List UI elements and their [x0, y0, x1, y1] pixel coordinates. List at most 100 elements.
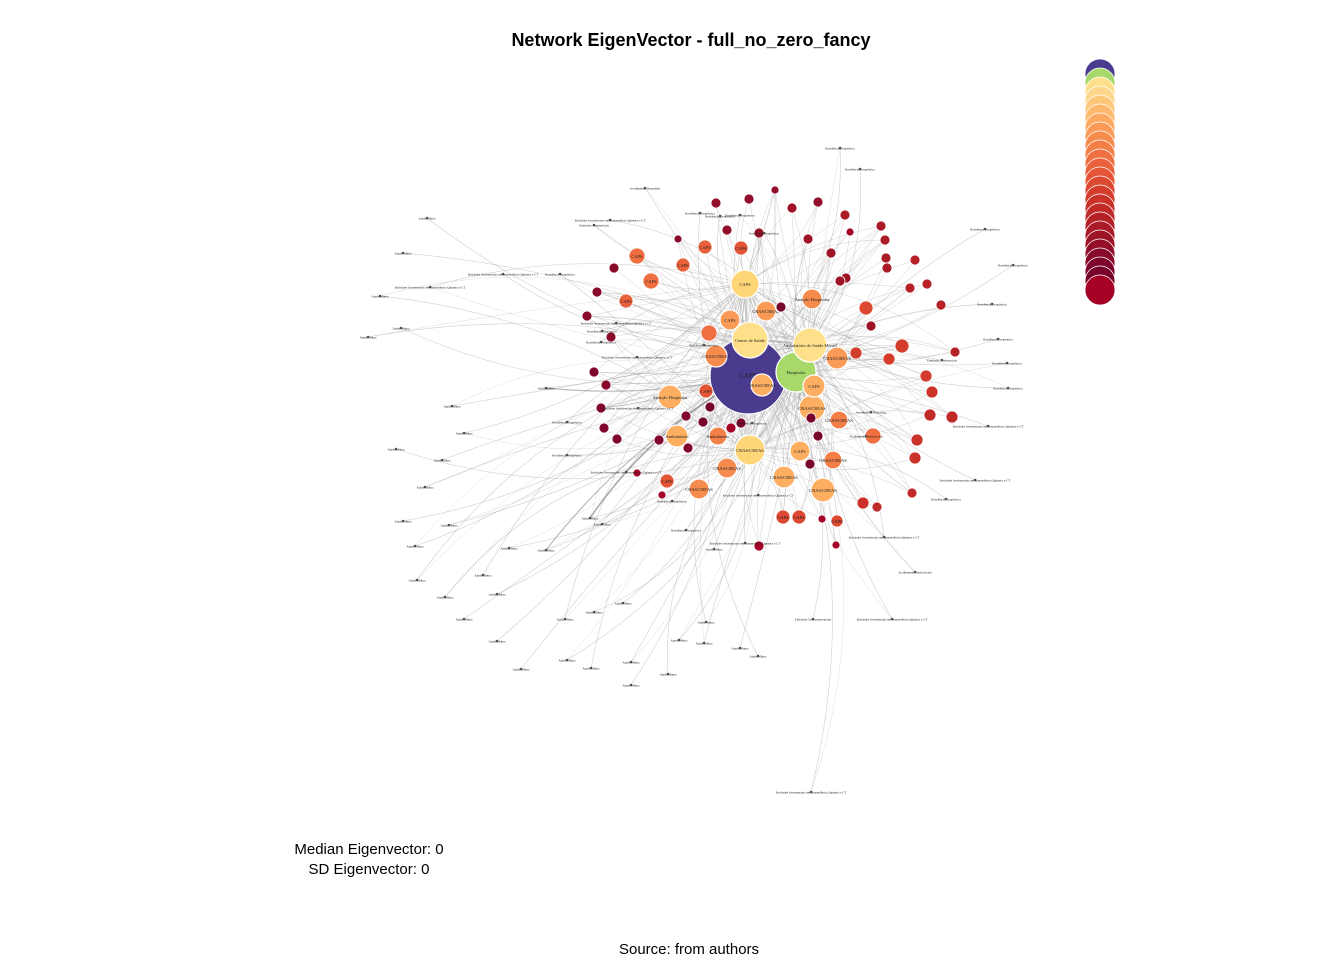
peripheral-label: Residência Terapêutica: [737, 422, 767, 426]
peripheral-dot: [428, 285, 432, 289]
network-node: [923, 408, 937, 422]
network-node: [904, 282, 916, 294]
edge: [586, 283, 746, 317]
edge: [400, 327, 749, 385]
peripheral-dot: [447, 523, 451, 527]
peripheral-dot: [636, 406, 640, 410]
peripheral-node: Entidades Assistenciais em Dependência Q…: [602, 356, 673, 360]
network-node: [775, 301, 787, 313]
network-node: [786, 202, 798, 214]
peripheral-label: Ajuda Mútua: [582, 517, 599, 521]
peripheral-node: Entidades Assistenciais em Dependência Q…: [591, 471, 662, 475]
peripheral-node: Ajuda Mútua: [456, 618, 473, 622]
node-circle: [588, 366, 600, 378]
peripheral-dot: [684, 528, 688, 532]
node-circle: [735, 417, 747, 429]
edge: [451, 359, 749, 407]
peripheral-node: Ajuda Mútua: [437, 596, 454, 600]
node-circle: [697, 239, 713, 255]
peripheral-dot: [462, 431, 466, 435]
peripheral-node: Ajuda Mútua: [557, 618, 574, 622]
node-circle: [704, 401, 716, 413]
peripheral-node: Entidades Assistenciais em Dependência Q…: [395, 286, 466, 290]
network-node: [921, 278, 933, 290]
peripheral-dot: [565, 658, 569, 662]
peripheral-dot: [702, 641, 706, 645]
network-node: [949, 346, 961, 358]
edge: [744, 283, 927, 377]
peripheral-label: Entidades Assistenciais em Dependência Q…: [603, 407, 674, 411]
edge: [566, 371, 797, 661]
edge: [669, 283, 746, 398]
peripheral-dot: [983, 227, 987, 231]
peripheral-node: Ajuda Mútua: [393, 327, 410, 331]
network-node: [704, 401, 716, 413]
node-circle: [653, 434, 665, 446]
peripheral-node: Entidades Assistenciais em Dependência Q…: [849, 536, 920, 540]
edge: [636, 356, 751, 451]
node-circle: [716, 457, 738, 479]
edge: [758, 371, 797, 547]
peripheral-dot: [698, 211, 702, 215]
network-node: CAPS: [830, 514, 844, 528]
peripheral-dot: [401, 519, 405, 523]
edge: [749, 446, 947, 500]
network-node: [710, 197, 722, 209]
edge: [744, 281, 911, 289]
edge: [593, 283, 746, 373]
node-label: Atenção Hospitalar: [795, 297, 830, 302]
peripheral-node: Ajuda Mútua: [395, 520, 412, 524]
peripheral-dot: [423, 485, 427, 489]
network-node: [804, 458, 816, 470]
peripheral-dot: [704, 620, 708, 624]
peripheral-label: Residência Terapêutica: [685, 212, 715, 216]
network-node: [753, 540, 765, 552]
peripheral-dot: [718, 214, 722, 218]
node-circle: [618, 293, 634, 309]
peripheral-node: Entidades Assistenciais em Dependência Q…: [940, 479, 1011, 483]
node-circle: [792, 327, 828, 363]
peripheral-dot: [462, 617, 466, 621]
node-label: CAPS: [777, 515, 789, 520]
node-circle: [688, 478, 710, 500]
peripheral-label: Entidades Socioassistenciais: [795, 618, 832, 622]
edge: [745, 189, 776, 451]
peripheral-dot: [608, 218, 612, 222]
edge: [593, 224, 746, 285]
peripheral-dot: [588, 516, 592, 520]
node-circle: [657, 384, 683, 410]
node-circle: [871, 501, 883, 513]
peripheral-node: Residência Terapêutica: [749, 232, 779, 236]
edge: [749, 228, 986, 451]
peripheral-label: Ajuda Mútua: [395, 520, 412, 524]
network-node: [858, 300, 874, 316]
peripheral-label: Residência Terapêutica: [970, 228, 1000, 232]
peripheral-label: Ajuda Mútua: [456, 618, 473, 622]
edge: [774, 189, 811, 346]
network-node: [879, 234, 891, 246]
peripheral-node: Ajuda Mútua: [388, 448, 405, 452]
node-circle: [770, 185, 780, 195]
peripheral-node: Residência Terapêutica: [685, 212, 715, 216]
network-node: [632, 468, 642, 478]
node-circle: [882, 352, 896, 366]
peripheral-node: Ajuda Mútua: [671, 639, 688, 643]
peripheral-label: Entidades Assistenciais: [927, 359, 958, 363]
network-node: [743, 193, 755, 205]
peripheral-label: Residência Terapêutica: [749, 232, 779, 236]
median-eigenvector-text: Median Eigenvector: 0: [294, 841, 444, 858]
network-node: [605, 331, 617, 343]
node-circle: [801, 288, 823, 310]
peripheral-dot: [838, 146, 842, 150]
peripheral-node: Acolhimento Hospitalar: [856, 411, 888, 415]
network-node: [849, 346, 863, 360]
node-circle: [591, 286, 603, 298]
peripheral-label: Residência Terapêutica: [545, 273, 575, 277]
peripheral-label: Residência Terapêutica: [705, 215, 735, 219]
peripheral-label: Ajuda Mútua: [501, 547, 518, 551]
node-circle: [581, 310, 593, 322]
peripheral-node: Entidades Assistenciais em Dependência Q…: [575, 219, 646, 223]
peripheral-node: Residência Terapêutica: [737, 422, 767, 426]
node-label: CRAS/CREAS: [713, 466, 741, 471]
